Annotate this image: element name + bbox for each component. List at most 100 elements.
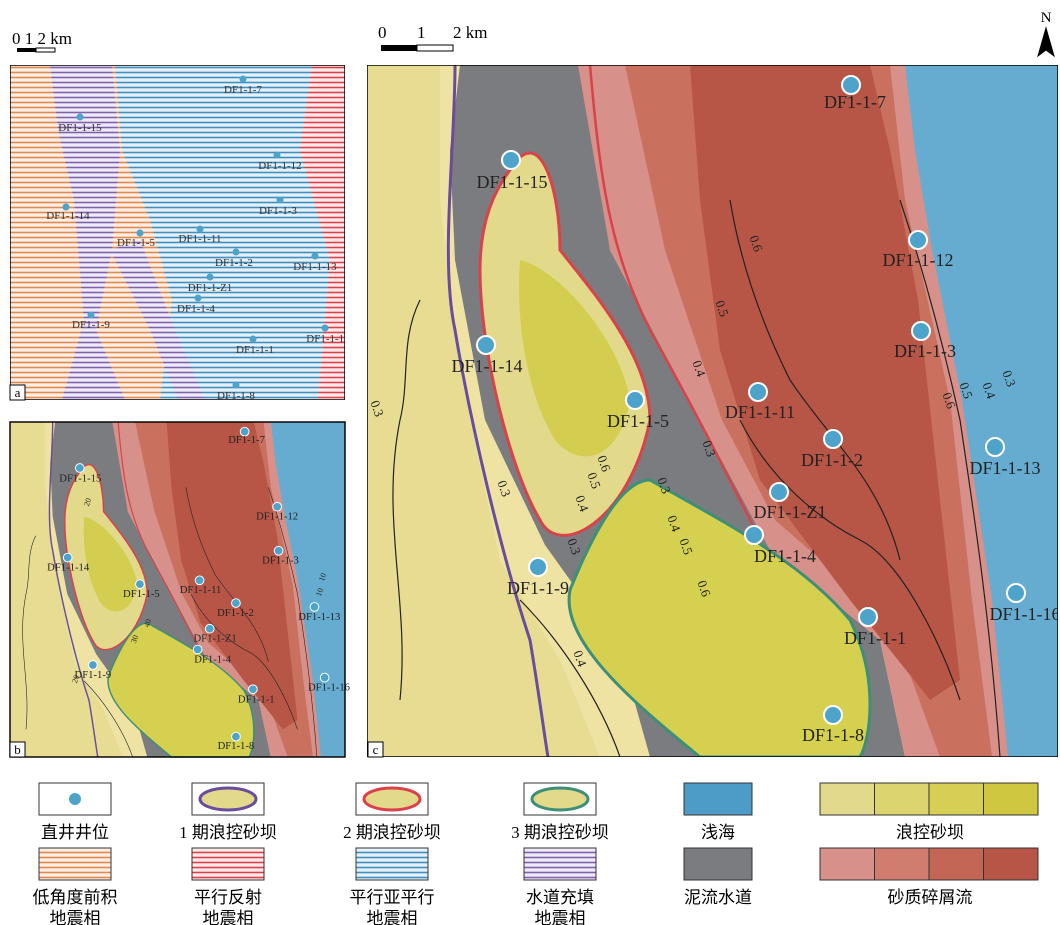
contour-line (729, 199, 901, 561)
well (232, 381, 240, 389)
well-label: DF1-1-Z1 (193, 633, 236, 644)
panel-letter-box (367, 741, 384, 758)
sand-bar-core (519, 260, 630, 457)
panel-frame (9, 421, 346, 758)
contour-label: 0.4 (572, 493, 592, 514)
well (823, 705, 843, 725)
contour-label: 0.5 (712, 298, 732, 318)
facies-channel-fill (50, 65, 125, 400)
well-label: DF1-1-4 (177, 303, 215, 315)
well-label: DF1-1-16 (306, 333, 350, 345)
contour-label: 0.5 (956, 380, 976, 400)
legend-label: 浪控砂坝 (896, 823, 964, 842)
well-label: DF1-1-2 (215, 257, 253, 269)
well (1006, 583, 1026, 603)
legend-swatch (874, 847, 930, 881)
well (501, 150, 521, 170)
well-label: DF1-1-5 (117, 237, 155, 249)
well (232, 248, 240, 256)
well (194, 294, 202, 302)
legend-swatch (874, 782, 930, 816)
panel-letter: c (373, 742, 379, 757)
well (273, 151, 281, 159)
legend-label: 2 期浪控砂坝 (343, 823, 441, 842)
well-label: DF1-1-13 (298, 612, 340, 623)
well (272, 501, 282, 512)
contour-line (268, 487, 318, 758)
well (248, 684, 258, 695)
well-label: DF1-1-7 (224, 84, 262, 96)
contour-label: 0.6 (746, 233, 766, 254)
scale-bar (416, 44, 454, 52)
legend-swatch (819, 847, 875, 881)
legend-swatch (928, 782, 984, 816)
contour-line (392, 299, 421, 701)
well-label: DF1-1-Z1 (188, 282, 233, 294)
well (231, 598, 241, 608)
scale-label: 0 (378, 23, 387, 42)
legend-label: 3 期浪控砂坝 (511, 823, 609, 842)
contour-label: 0.4 (689, 358, 709, 379)
well (206, 273, 214, 281)
well (908, 230, 928, 250)
well (62, 552, 73, 563)
well-label: DF1-1-9 (72, 319, 110, 331)
legend-sand-bar (530, 786, 590, 812)
well (204, 623, 215, 634)
contour-label: 0.3 (699, 438, 719, 458)
well (319, 672, 330, 683)
well (231, 731, 241, 742)
well (625, 390, 645, 410)
legend-label: 地震相 (367, 909, 418, 925)
north-label: N (1041, 10, 1052, 26)
north-arrow (1037, 26, 1055, 58)
well-label: DF1-1-9 (507, 578, 569, 598)
scale-label: 0 1 2 km (12, 29, 72, 48)
well-label: DF1-1-1 (844, 628, 906, 648)
well-label: DF1-1-3 (262, 555, 299, 566)
well-label: DF1-1-3 (259, 205, 297, 217)
well (823, 429, 843, 449)
panel-letter: a (15, 385, 21, 400)
well (192, 644, 203, 655)
contour-label: 20 (82, 497, 93, 508)
contour-label: 0.3 (654, 475, 674, 495)
well (88, 660, 98, 670)
well-label: DF1-1-16 (990, 604, 1060, 624)
well-label: DF1-1-12 (256, 511, 298, 522)
well (135, 579, 145, 590)
well-label: DF1-1-5 (607, 411, 669, 431)
facies-parallel-subparallel (115, 65, 330, 400)
legend-swatch (683, 847, 753, 881)
well-label: DF1-1-8 (218, 741, 255, 752)
well (476, 335, 496, 355)
well (528, 557, 548, 577)
well (309, 602, 320, 612)
panel-letter-box (9, 384, 26, 401)
legend-label: 平行亚平行 (350, 888, 435, 907)
legend-swatch (928, 847, 984, 881)
legend-label: 泥流水道 (684, 888, 752, 907)
well-label: DF1-1-15 (477, 172, 548, 192)
contour-label: 0.4 (570, 648, 590, 669)
legend-swatch (355, 847, 429, 881)
contour-label: 0.4 (664, 513, 684, 534)
period-1-boundary (48, 421, 99, 758)
well-label: DF1-1-7 (228, 435, 265, 446)
scale-bar (35, 47, 56, 53)
legend-swatch (683, 782, 753, 816)
debris-flow-3 (166, 422, 298, 730)
contour-label: 0.5 (584, 470, 604, 490)
well-label: DF1-1-8 (217, 390, 255, 402)
well (744, 525, 764, 545)
well-label: DF1-1-8 (802, 725, 864, 745)
well-label: DF1-1-16 (308, 683, 350, 694)
well-label: DF1-1-11 (179, 233, 222, 245)
legend-label: 地震相 (203, 909, 254, 925)
legend-well (69, 793, 81, 805)
contour-label: 0.6 (939, 390, 959, 411)
well-label: DF1-1-15 (59, 474, 101, 485)
contour-line (185, 487, 269, 662)
